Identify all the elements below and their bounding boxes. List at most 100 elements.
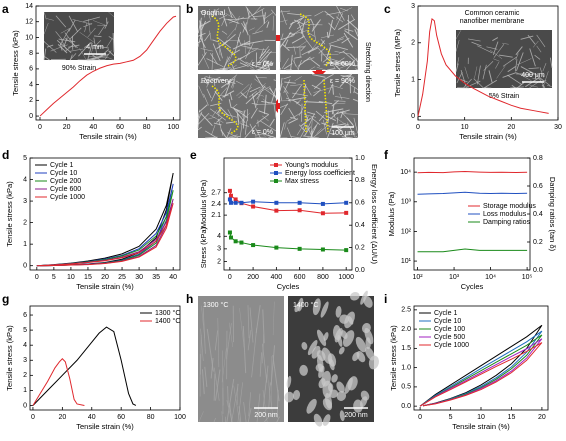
series-line [419,342,543,407]
fiber [260,131,267,139]
fiber [231,74,238,80]
fiber [46,44,54,48]
fiber [197,112,210,125]
marker [320,201,325,206]
x-tick-label: 10⁵ [522,274,533,281]
grain [355,336,367,353]
marker [320,211,325,216]
scale-bar-label: 400 μm [521,72,545,79]
grain [284,391,294,403]
series-line [36,203,174,267]
fiber [476,65,481,85]
fiber [234,16,240,31]
fiber [236,109,240,125]
fiber [211,88,218,102]
fiber [88,18,91,34]
y-tick-label: 2 [29,97,33,104]
fiber [108,11,115,17]
plot-frame [35,5,181,121]
fiber [243,21,249,36]
fiber [243,401,247,423]
fiber [335,62,347,67]
fiber [240,92,248,99]
y-tick-label: 2.7 [211,190,221,197]
fiber [300,45,306,51]
fiber [317,47,331,63]
fiber [237,114,240,123]
fiber [262,389,268,423]
plot-frame [29,305,181,411]
plot-frame [417,5,559,121]
fiber [241,45,253,49]
y-tick-label: 14 [25,3,33,10]
fiber [227,132,239,139]
y-tick-label: 4 [217,233,221,240]
fiber [344,30,358,41]
fiber [263,12,274,20]
legend-label: Loss modulus [483,211,527,218]
fiber [283,79,291,93]
grain [364,327,374,345]
y-tick-label: 0 [23,263,27,270]
fiber [287,13,302,16]
fiber [279,31,292,48]
y2-tick-label: 0.8 [355,177,365,184]
y-tick-label: 3 [411,3,415,10]
y-axis-label: Tensile stress (kPa) [389,325,398,391]
fiber [200,112,213,126]
panel-label: c [384,2,391,16]
fiber [212,109,218,117]
fiber [293,100,302,107]
fiber [200,328,204,361]
fiber [507,74,523,85]
fiber [252,15,265,17]
fiber [284,121,287,130]
fiber [356,27,359,34]
legend-label: Cycle 1000 [434,342,469,349]
fiber [326,47,331,59]
fiber [310,58,321,67]
fiber [297,17,303,25]
image-bg [198,296,284,422]
fiber [227,6,233,19]
fiber [280,103,288,116]
fiber [261,101,277,105]
fiber [226,134,238,139]
fiber [250,68,256,71]
grain [315,363,324,372]
fiber [259,50,272,65]
fiber [64,44,74,53]
fiber [318,114,325,122]
legend-label: Cycle 1 [434,310,457,317]
fiber [239,62,249,67]
x-tick-label: 0 [416,124,420,131]
legend-label: Storage modulus [483,203,536,210]
legend-label: Cycle 600 [50,186,81,193]
fiber [326,31,329,39]
fiber [310,18,314,25]
fiber [356,57,359,69]
fiber [220,112,238,118]
legend-label: Cycle 200 [50,178,81,185]
fiber [68,15,79,33]
fiber [456,71,463,84]
y-tick-label: 0 [23,402,27,409]
fiber [319,40,325,47]
fiber [279,137,288,139]
fiber [227,57,243,65]
fiber [251,93,257,109]
fiber [301,103,303,122]
fiber [474,66,478,79]
fiber [248,392,251,417]
fiber [324,10,335,20]
fiber [262,98,270,105]
fiber [259,352,262,377]
fiber [238,86,253,99]
x-tick-label: 1000 [338,274,354,281]
fiber [197,126,202,131]
y-tick-label: 2 [217,258,221,265]
fiber [301,45,319,56]
y-tick-label: 3 [23,198,27,205]
fiber [226,40,240,42]
fiber [213,373,216,401]
